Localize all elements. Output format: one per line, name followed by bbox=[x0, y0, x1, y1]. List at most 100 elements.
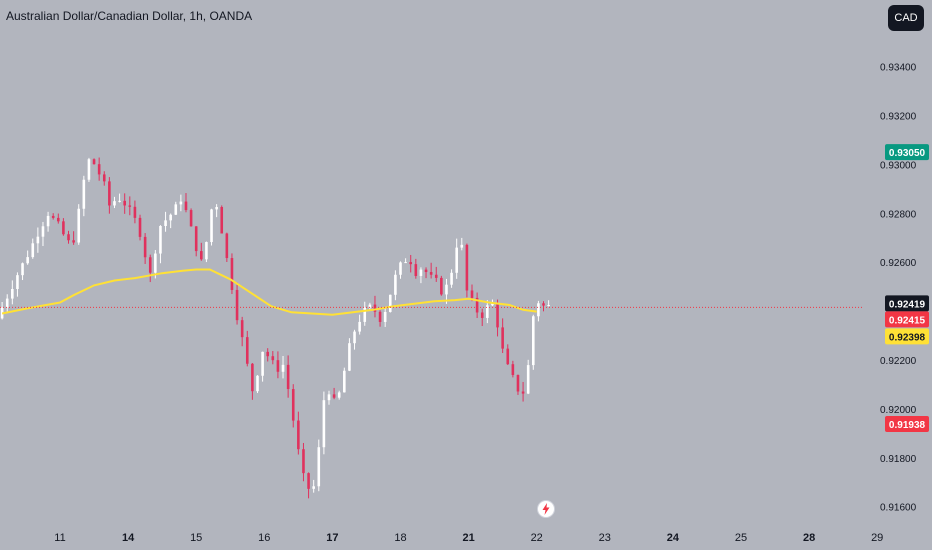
candle-body bbox=[240, 320, 244, 338]
candle-body bbox=[337, 392, 341, 398]
x-tick-label: 22 bbox=[531, 532, 543, 544]
candle-body bbox=[286, 364, 290, 390]
price-label-bg bbox=[885, 416, 929, 433]
candle-body bbox=[159, 225, 162, 254]
candle-body bbox=[225, 233, 229, 259]
candle bbox=[82, 175, 86, 217]
candle bbox=[429, 262, 433, 279]
price-axis[interactable]: 0.93400 0.93200 0.93000 0.92800 0.92600 0.922… bbox=[880, 63, 917, 514]
candle bbox=[240, 316, 244, 347]
candle-body bbox=[460, 244, 464, 248]
candle-body bbox=[475, 297, 479, 313]
candle bbox=[266, 348, 270, 362]
candle bbox=[220, 205, 224, 234]
candle-body bbox=[138, 217, 142, 237]
candle-body bbox=[526, 365, 530, 394]
candle-body bbox=[220, 207, 224, 234]
candle bbox=[143, 233, 147, 264]
candle bbox=[337, 390, 341, 400]
candle-body bbox=[256, 375, 259, 392]
candle bbox=[414, 258, 418, 279]
candle-body bbox=[332, 394, 336, 398]
candle bbox=[118, 193, 121, 203]
candle-body bbox=[465, 244, 469, 291]
candle bbox=[537, 300, 540, 322]
candle bbox=[21, 262, 24, 281]
x-tick-label: 28 bbox=[803, 532, 815, 544]
candle-body bbox=[486, 305, 489, 318]
candle-body bbox=[480, 312, 484, 318]
candle bbox=[11, 280, 14, 305]
candle-body bbox=[118, 200, 121, 202]
candle bbox=[205, 241, 208, 263]
candle bbox=[108, 177, 111, 214]
candle bbox=[394, 270, 397, 301]
candle-body bbox=[184, 201, 188, 211]
price-label-bg bbox=[885, 144, 929, 161]
candle bbox=[36, 227, 40, 253]
candle bbox=[450, 269, 453, 288]
price-label-bg bbox=[885, 328, 929, 345]
candle-body bbox=[547, 305, 550, 307]
y-tick-label: 0.92800 bbox=[880, 209, 917, 220]
candle bbox=[460, 237, 464, 251]
candle bbox=[465, 243, 469, 298]
candle bbox=[475, 292, 479, 319]
candle-body bbox=[235, 289, 239, 321]
y-tick-label: 0.91800 bbox=[880, 454, 917, 465]
candle bbox=[506, 344, 510, 366]
moving-average-line bbox=[1, 268, 537, 316]
candle bbox=[133, 200, 137, 224]
candle-body bbox=[383, 311, 387, 322]
candles-layer bbox=[0, 157, 550, 499]
candle-body bbox=[179, 201, 183, 205]
candle-body bbox=[205, 242, 208, 260]
candle bbox=[404, 258, 407, 264]
price-label-text: 0.91938 bbox=[889, 420, 926, 431]
event-marker[interactable] bbox=[537, 500, 555, 518]
x-tick-label: 11 bbox=[54, 532, 65, 544]
candle bbox=[62, 218, 65, 236]
time-axis[interactable]: 11 14 15 16 17 18 21 22 23 24 25 28 29 bbox=[54, 532, 883, 544]
candle-body bbox=[143, 236, 147, 258]
candle-body bbox=[194, 226, 198, 252]
candle-body bbox=[82, 179, 86, 209]
candle-body bbox=[363, 307, 367, 322]
candle-body bbox=[164, 220, 167, 226]
candle bbox=[174, 201, 178, 215]
candle-body bbox=[200, 251, 203, 260]
candle-body bbox=[531, 316, 535, 366]
candle bbox=[245, 330, 249, 367]
candle-body bbox=[399, 262, 402, 275]
candle bbox=[399, 261, 402, 279]
candle-body bbox=[440, 277, 443, 295]
candle bbox=[332, 387, 336, 400]
candle bbox=[179, 194, 183, 212]
candle-body bbox=[434, 274, 438, 278]
y-tick-label: 0.92200 bbox=[880, 356, 917, 367]
candle-body bbox=[11, 288, 14, 299]
candle bbox=[511, 360, 515, 378]
candle-body bbox=[491, 303, 494, 306]
candle-body bbox=[445, 284, 448, 295]
candle bbox=[327, 390, 331, 405]
candle-body bbox=[297, 420, 300, 450]
candle bbox=[67, 230, 70, 244]
candle bbox=[307, 472, 310, 499]
candle bbox=[225, 232, 229, 262]
candle-body bbox=[189, 210, 193, 227]
candle bbox=[434, 266, 438, 282]
y-tick-label: 0.92600 bbox=[880, 258, 917, 269]
candle-body bbox=[174, 204, 178, 215]
candle-body bbox=[414, 264, 418, 276]
currency-button[interactable]: CAD bbox=[888, 5, 924, 31]
candle-body bbox=[317, 447, 321, 487]
x-tick-label: 21 bbox=[462, 532, 474, 544]
candle bbox=[128, 196, 132, 216]
candle-body bbox=[31, 243, 35, 258]
price-label-text: 0.92415 bbox=[889, 315, 926, 326]
candle bbox=[322, 391, 326, 455]
candle bbox=[516, 374, 520, 395]
candle bbox=[72, 231, 75, 245]
